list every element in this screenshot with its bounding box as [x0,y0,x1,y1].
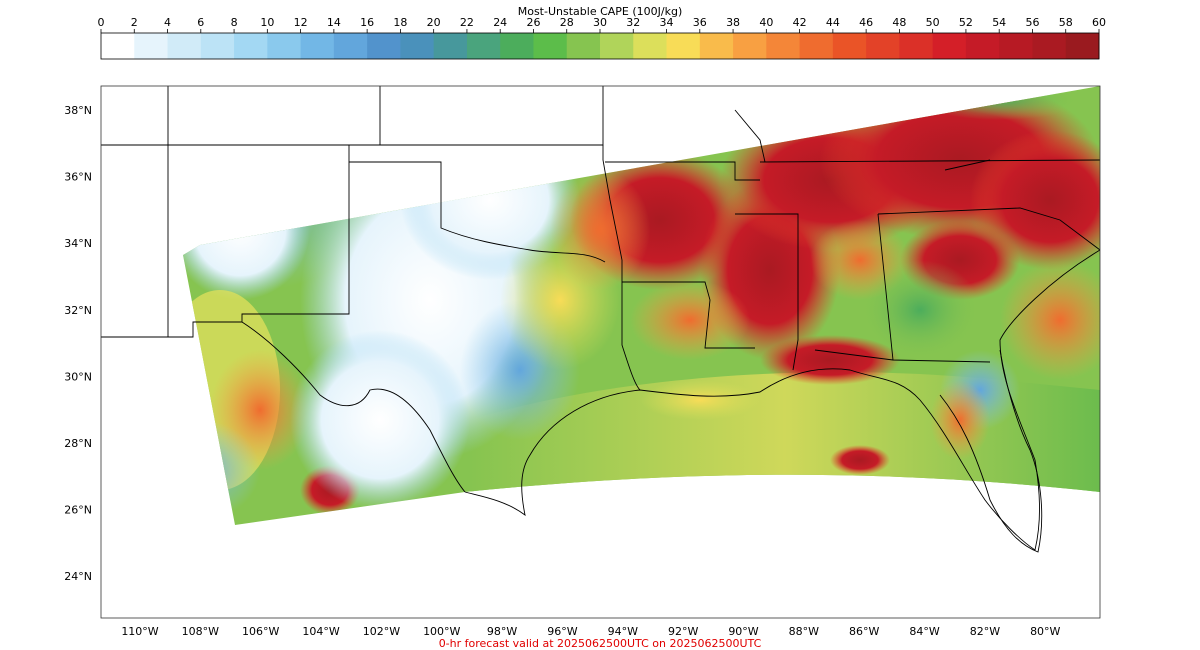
colorbar-tick-label: 44 [826,16,840,29]
colorbar-title: Most-Unstable CAPE (100J/kg) [518,5,683,18]
longitude-label: 94°W [608,625,638,638]
colorbar-segment [699,33,734,59]
colorbar-segment [167,33,202,59]
latitude-label: 26°N [64,504,92,517]
longitude-label: 110°W [121,625,158,638]
colorbar-segment [799,33,834,59]
colorbar: Most-Unstable CAPE (100J/kg) 0 2 4 6 8 10 12 14… [98,5,1106,60]
colorbar-segment [832,33,867,59]
longitude-label: 102°W [363,625,400,638]
colorbar-ticks: 0 2 4 6 8 10 12 14 16 18 20 22 24 26 28 30 32 34 36 38 40 42 4… [98,16,1106,33]
colorbar-tick-label: 42 [793,16,807,29]
longitude-label: 90°W [728,625,758,638]
colorbar-tick-label: 14 [327,16,341,29]
colorbar-tick-label: 36 [693,16,707,29]
colorbar-tick-label: 8 [231,16,238,29]
colorbar-segment [400,33,435,59]
colorbar-tick-label: 22 [460,16,474,29]
colorbar-tick-label: 2 [131,16,138,29]
colorbar-tick-label: 18 [393,16,407,29]
colorbar-tick-label: 6 [197,16,204,29]
latitude-label: 36°N [64,171,92,184]
longitude-labels: 110°W 108°W 106°W 104°W 102°W 100°W 98°W 96°W 94… [121,625,1060,638]
colorbar-tick-label: 26 [526,16,540,29]
colorbar-segment [533,33,568,59]
map-panel [101,86,1100,618]
longitude-label: 98°W [487,625,517,638]
colorbar-tick-label: 40 [759,16,773,29]
colorbar-tick-label: 24 [493,16,507,29]
colorbar-segment [633,33,668,59]
colorbar-tick-label: 4 [164,16,171,29]
colorbar-tick-label: 20 [427,16,441,29]
colorbar-segment [1065,33,1100,59]
colorbar-tick-label: 58 [1059,16,1073,29]
colorbar-segment [965,33,1000,59]
colorbar-tick-label: 60 [1092,16,1106,29]
longitude-label: 84°W [909,625,939,638]
colorbar-tick-label: 10 [260,16,274,29]
colorbar-tick-label: 32 [626,16,640,29]
longitude-label: 92°W [668,625,698,638]
longitude-label: 96°W [547,625,577,638]
colorbar-segment [866,33,900,59]
longitude-label: 106°W [242,625,279,638]
colorbar-segment [300,33,335,59]
colorbar-segment [733,33,767,59]
colorbar-segment [899,33,934,59]
colorbar-segment [267,33,302,59]
colorbar-segment [600,33,634,59]
colorbar-tick-label: 38 [726,16,740,29]
latitude-label: 32°N [64,304,92,317]
latitude-label: 24°N [64,570,92,583]
latitude-label: 28°N [64,437,92,450]
colorbar-segment [1032,33,1067,59]
state-borders [101,86,1100,551]
latitude-label: 38°N [64,104,92,117]
florida-coastline [939,349,1043,553]
colorbar-tick-label: 30 [593,16,607,29]
longitude-label: 86°W [849,625,879,638]
latitude-label: 30°N [64,370,92,383]
colorbar-tick-label: 50 [926,16,940,29]
latitude-label: 34°N [64,237,92,250]
longitude-label: 82°W [970,625,1000,638]
longitude-label: 104°W [302,625,339,638]
colorbar-tick-label: 12 [294,16,308,29]
colorbar-tick-label: 54 [992,16,1006,29]
colorbar-segment [932,33,967,59]
colorbar-segment [234,33,268,59]
colorbar-segment [766,33,801,59]
colorbar-segment [200,33,235,59]
colorbar-segment [466,33,501,59]
colorbar-segment [566,33,601,59]
colorbar-tick-label: 46 [859,16,873,29]
colorbar-tick-label: 16 [360,16,374,29]
colorbar-tick-label: 52 [959,16,973,29]
colorbar-segment [666,33,701,59]
colorbar-segments [101,33,1100,59]
colorbar-segment [500,33,534,59]
colorbar-tick-label: 48 [892,16,906,29]
colorbar-segment [367,33,401,59]
forecast-footer: 0-hr forecast valid at 2025062500UTC on … [439,637,762,650]
colorbar-tick-label: 0 [98,16,105,29]
colorbar-tick-label: 34 [660,16,674,29]
colorbar-segment [999,33,1033,59]
colorbar-segment [101,33,135,59]
longitude-label: 88°W [789,625,819,638]
latitude-labels: 38°N 36°N 34°N 32°N 30°N 28°N 26°N 24°N [64,104,92,583]
colorbar-segment [134,33,169,59]
longitude-label: 80°W [1030,625,1060,638]
colorbar-segment [333,33,368,59]
longitude-label: 100°W [423,625,460,638]
map-frame [100,85,1101,619]
colorbar-tick-label: 28 [560,16,574,29]
colorbar-tick-label: 56 [1025,16,1039,29]
longitude-label: 108°W [182,625,219,638]
colorbar-segment [433,33,468,59]
